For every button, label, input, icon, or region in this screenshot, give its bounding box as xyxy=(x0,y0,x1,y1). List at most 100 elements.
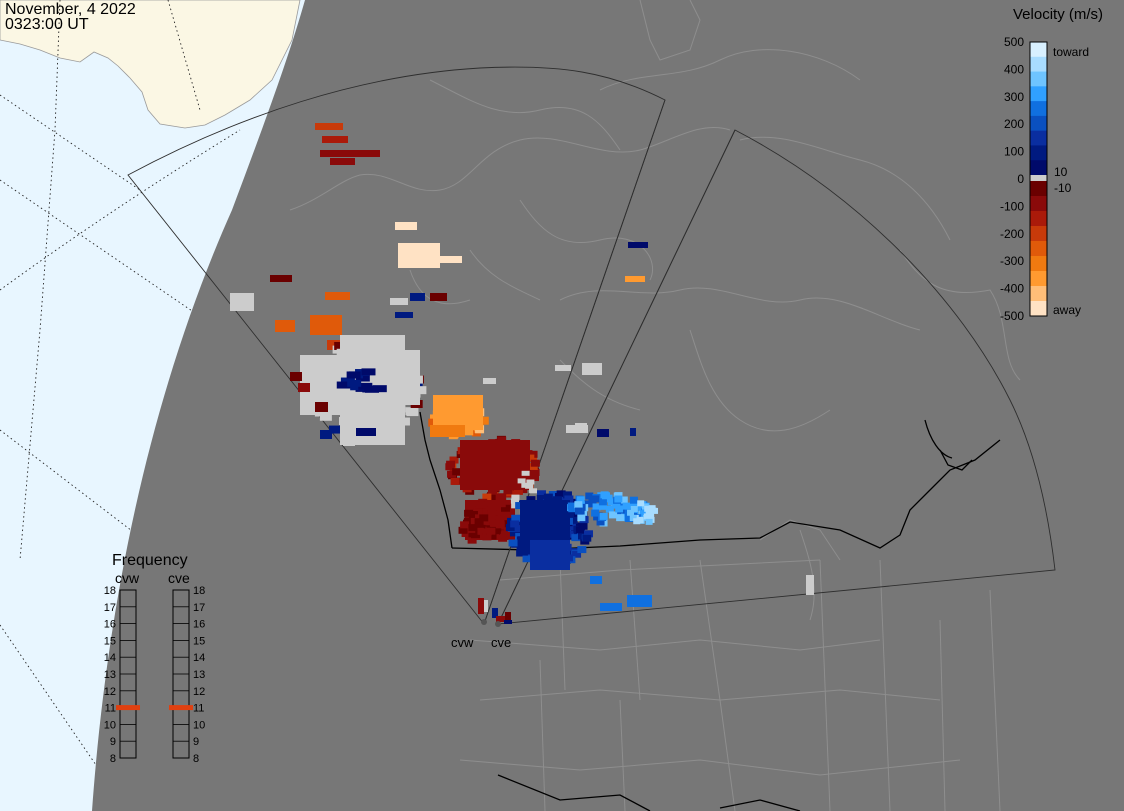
echo-cell xyxy=(347,379,362,387)
echo-cell xyxy=(505,524,515,532)
scale-segment-away xyxy=(1030,181,1047,197)
scale-segment-toward xyxy=(1030,56,1047,73)
echo-cell xyxy=(591,495,600,503)
echo-cell xyxy=(585,492,594,500)
echo-cell xyxy=(517,478,526,484)
echo-cell xyxy=(556,490,566,498)
echo-cell xyxy=(584,500,593,508)
echo-cell xyxy=(806,575,814,595)
echo-cell xyxy=(597,429,609,437)
echo-cell xyxy=(530,540,570,570)
frequency-tick-label: 14 xyxy=(104,652,116,664)
scale-segment-toward xyxy=(1030,145,1047,161)
velocity-tick-label: -200 xyxy=(1000,227,1024,241)
echo-cell xyxy=(576,496,585,504)
echo-cell xyxy=(290,372,302,381)
echo-cell xyxy=(537,490,547,498)
radar-fov-outlines xyxy=(127,66,1056,625)
echo-cell xyxy=(497,493,507,501)
frequency-tick-label: 9 xyxy=(110,736,116,748)
echo-cell xyxy=(630,428,636,436)
scale-segment-toward xyxy=(1030,86,1047,102)
echo-cell xyxy=(602,492,611,500)
echo-cell xyxy=(591,509,600,517)
velocity-tick-label: -400 xyxy=(1000,282,1024,296)
echo-cell xyxy=(496,500,506,508)
echo-cell xyxy=(501,531,511,539)
echo-cell xyxy=(522,555,532,563)
frequency-panel: Frequencycvw18171615141312111098cve18171… xyxy=(104,552,206,765)
echo-cell xyxy=(460,521,470,529)
echo-cell xyxy=(564,495,574,503)
scale-segment-toward xyxy=(1030,101,1047,117)
velocity-tick-label: 400 xyxy=(1004,62,1024,76)
echo-cell xyxy=(526,496,536,504)
echo-cell xyxy=(511,495,520,501)
echo-cell xyxy=(230,293,254,311)
frequency-tick-label: 15 xyxy=(193,635,205,647)
velocity-tick-label: 500 xyxy=(1004,35,1024,49)
scale-frame xyxy=(1029,41,1048,317)
frequency-tick-label: 12 xyxy=(104,686,116,698)
echo-cell xyxy=(596,518,605,526)
echo-cell xyxy=(637,500,645,507)
velocity-tick-label: 300 xyxy=(1004,90,1024,104)
scale-segment-away xyxy=(1030,271,1047,287)
echo-cell xyxy=(484,600,488,612)
echo-cell xyxy=(430,425,465,437)
echo-cell xyxy=(605,505,614,513)
frequency-tick-label: 16 xyxy=(193,619,205,631)
echo-cell xyxy=(636,517,644,524)
echo-cell xyxy=(509,529,519,537)
echo-cell xyxy=(511,514,521,522)
radar-site-cve xyxy=(495,621,501,627)
echo-cell xyxy=(625,276,645,282)
echo-cell xyxy=(574,507,583,515)
echo-cell xyxy=(440,256,462,263)
echo-cell xyxy=(322,136,348,143)
echo-cell xyxy=(315,402,328,412)
scale-segment-away xyxy=(1030,211,1047,227)
echo-cell xyxy=(430,293,447,301)
velocity-color-scale: 500 400 300 200 100 0 -100 -200 -300 -400 -500 10 -1… xyxy=(1000,35,1089,323)
echo-cell xyxy=(410,293,425,301)
echo-cell xyxy=(578,522,588,530)
frequency-tick-label: 16 xyxy=(104,619,116,631)
echo-cell xyxy=(464,509,474,517)
echo-cell xyxy=(310,315,342,335)
geographic-boundaries xyxy=(289,0,1021,811)
frequency-tick-label: 18 xyxy=(104,585,116,597)
echo-cell xyxy=(548,491,558,499)
echo-cell xyxy=(478,598,484,614)
echo-cell xyxy=(648,505,656,512)
echo-cell xyxy=(511,503,520,509)
echo-cell xyxy=(495,515,505,523)
velocity-tick-label: -500 xyxy=(1000,309,1024,323)
echo-cell xyxy=(468,511,478,519)
echo-cell xyxy=(476,523,486,531)
echo-cell xyxy=(609,511,618,519)
echo-cell xyxy=(530,474,539,482)
echo-cell xyxy=(510,520,520,528)
echo-cell xyxy=(543,493,553,501)
scale-segment-ground-scatter xyxy=(1030,175,1047,181)
velocity-tick-label: -300 xyxy=(1000,254,1024,268)
scale-segment-toward xyxy=(1030,115,1047,132)
echo-cell xyxy=(555,365,571,371)
frequency-tick-label: 14 xyxy=(193,652,205,664)
echo-cell xyxy=(582,534,592,542)
scale-segment-toward xyxy=(1030,42,1047,58)
echo-cell xyxy=(492,608,498,618)
echo-cell xyxy=(390,298,408,305)
echo-cell xyxy=(629,515,637,522)
echo-cell xyxy=(486,527,496,535)
echo-cell xyxy=(577,546,587,554)
echo-cell xyxy=(474,527,484,535)
echo-cell xyxy=(612,501,621,509)
echo-cell xyxy=(599,502,608,510)
echo-cell xyxy=(508,539,518,547)
velocity-tick-label: -100 xyxy=(1000,199,1024,213)
echo-cell xyxy=(607,498,616,506)
echo-cell xyxy=(615,505,624,513)
